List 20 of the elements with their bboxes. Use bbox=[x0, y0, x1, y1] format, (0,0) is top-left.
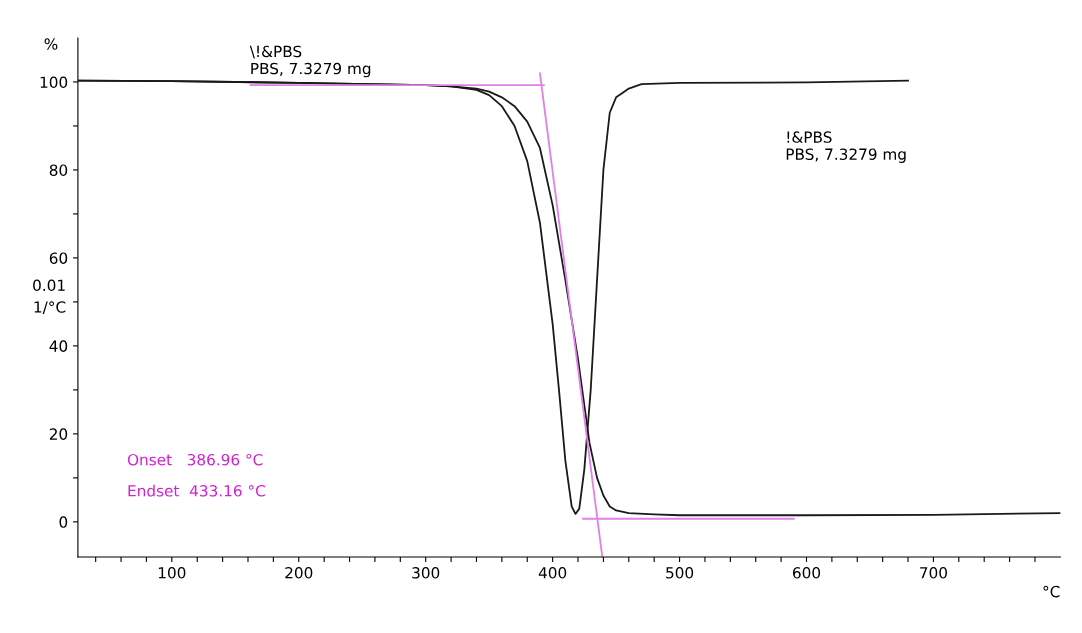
y-tick-label: 20 bbox=[49, 428, 68, 440]
annotation: Endset 433.16 °C bbox=[128, 484, 265, 497]
annotation: Onset 386.96 °C bbox=[127, 453, 263, 466]
x-tick-label: 700 bbox=[920, 567, 947, 579]
y-tick-label: 40 bbox=[49, 340, 68, 352]
x-tick-label: 200 bbox=[285, 567, 313, 579]
y-tick-label: 60 bbox=[49, 252, 68, 264]
annotation: \!&PBS PBS, 7.3279 mg bbox=[249, 45, 371, 78]
x-tick-label: 300 bbox=[412, 567, 440, 579]
x-tick-label: 500 bbox=[666, 567, 694, 579]
y2-axis-title: 0.01 1/°C bbox=[33, 279, 66, 315]
y-tick-label: 0 bbox=[59, 516, 68, 528]
y-axis-title: % bbox=[44, 38, 58, 50]
y-tick-label: 80 bbox=[49, 164, 68, 176]
x-tick-label: 100 bbox=[158, 567, 186, 579]
y-tick-label: 100 bbox=[40, 76, 68, 88]
x-axis-title: °C bbox=[1043, 585, 1060, 598]
x-tick-label: 400 bbox=[538, 567, 567, 579]
annotation: !&PBS PBS, 7.3279 mg bbox=[786, 131, 906, 163]
x-tick-label: 600 bbox=[792, 567, 821, 579]
